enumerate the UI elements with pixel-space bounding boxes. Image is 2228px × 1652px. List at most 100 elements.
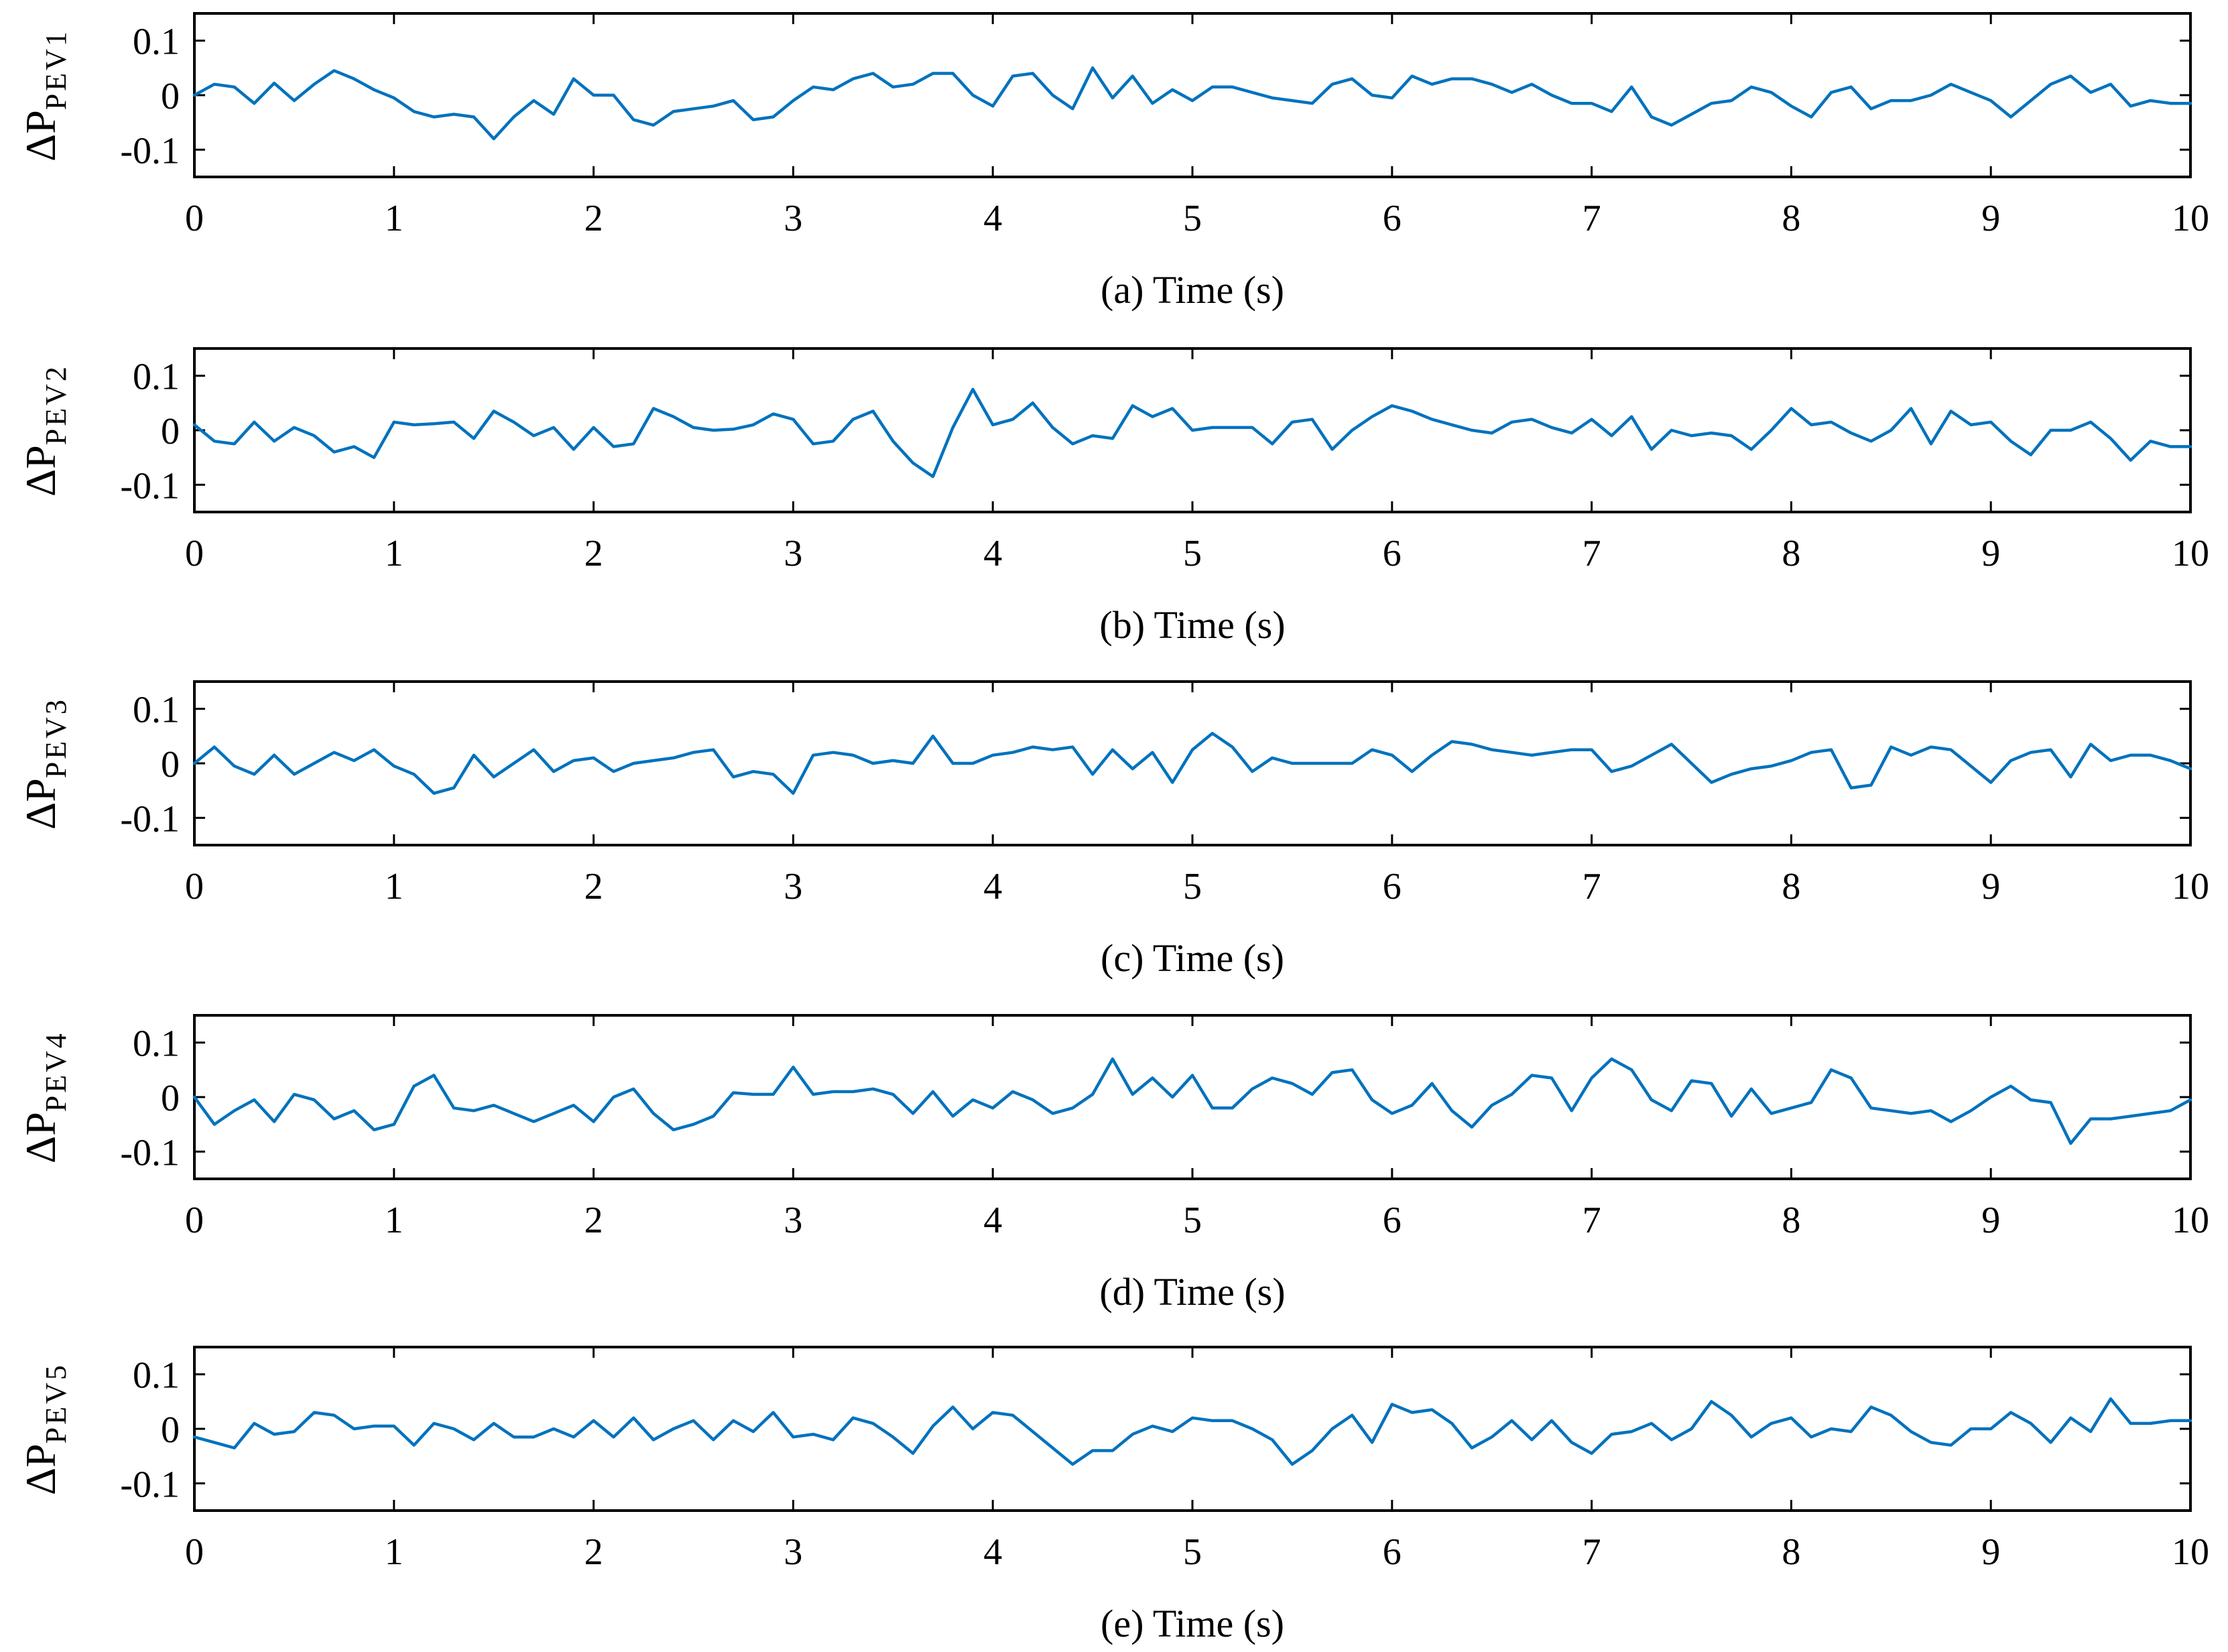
- plot-frame: [193, 1014, 2192, 1180]
- chart-panel-c: 0 1 2 3 4 5 6 7 8 9 10-0.100.1(c) Time (s)ΔPPEV3: [17, 680, 2209, 980]
- x-tick-label: 7: [1583, 1531, 1601, 1573]
- x-tick-label: 9: [1981, 1200, 2000, 1241]
- chart-panel-d: 0 1 2 3 4 5 6 7 8 9 10-0.100.1(d) Time (s)ΔPPEV4: [17, 1014, 2209, 1314]
- x-tick-label: 10: [2172, 866, 2209, 907]
- y-axis-label: ΔPPEV2: [17, 364, 72, 497]
- x-tick-label: 2: [584, 533, 603, 574]
- x-tick-label: 10: [2172, 1531, 2209, 1573]
- y-axis-label-subscript: PEV2: [40, 364, 72, 445]
- y-axis-label: ΔPPEV3: [17, 697, 72, 830]
- x-axis-label: (e) Time (s): [1101, 1602, 1284, 1645]
- x-tick-label: 3: [784, 1200, 802, 1241]
- chart-panel-b: 0 1 2 3 4 5 6 7 8 9 10-0.100.1(b) Time (s)ΔPPEV2: [17, 347, 2209, 647]
- x-tick-label: 7: [1583, 866, 1601, 907]
- x-tick-label: 4: [983, 1531, 1002, 1573]
- y-tick-label: 0: [161, 744, 180, 785]
- x-axis-label: (d) Time (s): [1099, 1270, 1285, 1314]
- x-tick-label: 1: [385, 866, 404, 907]
- y-tick-label: -0.1: [120, 465, 180, 507]
- y-tick-label: 0: [161, 1078, 180, 1119]
- x-tick-label: 1: [385, 198, 404, 239]
- y-tick-label: -0.1: [120, 1132, 180, 1173]
- x-tick-label: 3: [784, 533, 802, 574]
- x-tick-label: 1: [385, 533, 404, 574]
- x-tick-label: 6: [1383, 866, 1402, 907]
- x-tick-label: 5: [1183, 198, 1202, 239]
- y-tick-label: 0.1: [133, 1355, 180, 1397]
- x-axis-label: (b) Time (s): [1099, 603, 1285, 647]
- x-tick-label: 3: [784, 198, 802, 239]
- y-axis-label-subscript: PEV5: [40, 1362, 72, 1444]
- x-tick-label: 8: [1782, 1200, 1800, 1241]
- y-axis-label: ΔPPEV4: [17, 1031, 72, 1163]
- x-tick-label: 6: [1383, 1200, 1402, 1241]
- x-tick-label: 5: [1183, 866, 1202, 907]
- y-tick-label: 0.1: [133, 357, 180, 398]
- x-tick-label: 7: [1583, 198, 1601, 239]
- x-tick-label: 0: [185, 533, 204, 574]
- plot-frame: [193, 1346, 2192, 1512]
- x-tick-label: 8: [1782, 198, 1800, 239]
- x-tick-label: 3: [784, 1531, 802, 1573]
- x-tick-label: 4: [983, 198, 1002, 239]
- y-axis-label-main: ΔP: [17, 1112, 64, 1163]
- x-tick-label: 0: [185, 1200, 204, 1241]
- x-tick-label: 8: [1782, 1531, 1800, 1573]
- x-tick-label: 4: [983, 866, 1002, 907]
- x-axis-label: (c) Time (s): [1101, 936, 1284, 980]
- series-line-pev3: [192, 732, 2192, 795]
- x-tick-label: 8: [1782, 533, 1800, 574]
- x-tick-label: 7: [1583, 533, 1601, 574]
- plot-frame: [193, 680, 2192, 846]
- series-line-pev2: [192, 387, 2192, 479]
- x-tick-label: 2: [584, 1531, 603, 1573]
- y-axis-label-subscript: PEV4: [40, 1031, 72, 1112]
- y-axis-label-main: ΔP: [17, 445, 64, 497]
- x-tick-label: 0: [185, 866, 204, 907]
- x-tick-label: 9: [1981, 1531, 2000, 1573]
- x-tick-label: 3: [784, 866, 802, 907]
- y-axis-label-main: ΔP: [17, 110, 64, 162]
- y-tick-label: 0: [161, 411, 180, 452]
- series-line-pev1: [192, 66, 2192, 141]
- x-tick-label: 2: [584, 866, 603, 907]
- x-tick-label: 9: [1981, 198, 2000, 239]
- y-tick-label: 0.1: [133, 1023, 180, 1065]
- y-tick-label: 0.1: [133, 690, 180, 731]
- y-tick-label: -0.1: [120, 1464, 180, 1505]
- y-axis-label: ΔPPEV1: [17, 29, 72, 162]
- x-tick-label: 2: [584, 1200, 603, 1241]
- x-tick-label: 6: [1383, 1531, 1402, 1573]
- x-tick-label: 6: [1383, 533, 1402, 574]
- x-tick-label: 10: [2172, 198, 2209, 239]
- x-tick-label: 1: [385, 1200, 404, 1241]
- y-tick-label: 0: [161, 1409, 180, 1451]
- x-tick-label: 9: [1981, 866, 2000, 907]
- x-tick-label: 0: [185, 198, 204, 239]
- y-tick-label: 0.1: [133, 21, 180, 63]
- chart-panel-a: 0 1 2 3 4 5 6 7 8 9 10-0.100.1(a) Time (s)ΔPPEV1: [17, 12, 2209, 312]
- x-tick-label: 4: [983, 1200, 1002, 1241]
- y-tick-label: -0.1: [120, 798, 180, 840]
- x-tick-label: 5: [1183, 533, 1202, 574]
- plot-frame: [193, 12, 2192, 178]
- x-tick-label: 4: [983, 533, 1002, 574]
- x-tick-label: 1: [385, 1531, 404, 1573]
- x-tick-label: 2: [584, 198, 603, 239]
- y-axis-label-main: ΔP: [17, 778, 64, 830]
- x-tick-label: 9: [1981, 533, 2000, 574]
- x-axis-label: (a) Time (s): [1101, 268, 1284, 312]
- chart-panel-e: 0 1 2 3 4 5 6 7 8 9 10-0.100.1(e) Time (s)ΔPPEV5: [17, 1346, 2209, 1645]
- series-line-pev5: [192, 1397, 2192, 1466]
- x-tick-label: 6: [1383, 198, 1402, 239]
- x-tick-label: 0: [185, 1531, 204, 1573]
- series-line-pev4: [192, 1057, 2192, 1145]
- x-tick-label: 10: [2172, 533, 2209, 574]
- x-tick-label: 5: [1183, 1531, 1202, 1573]
- x-tick-label: 5: [1183, 1200, 1202, 1241]
- y-axis-label: ΔPPEV5: [17, 1362, 72, 1495]
- x-tick-label: 10: [2172, 1200, 2209, 1241]
- y-tick-label: -0.1: [120, 130, 180, 172]
- x-tick-label: 8: [1782, 866, 1800, 907]
